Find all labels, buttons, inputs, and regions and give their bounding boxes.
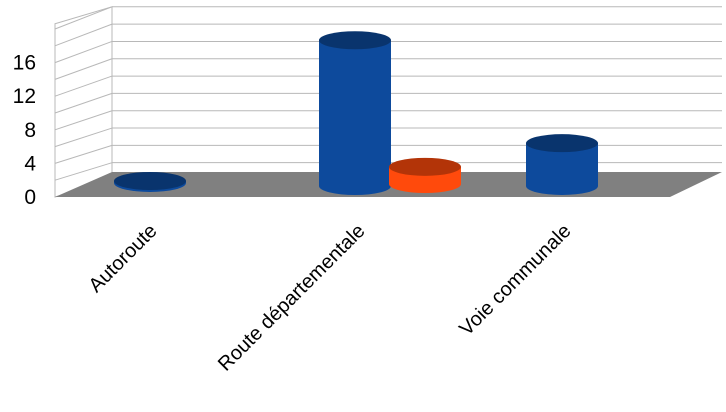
y-tick-label: 4 xyxy=(24,152,36,175)
y-tick-label: 8 xyxy=(24,119,36,142)
x-axis-category-labels: Autoroute Route départementale Voie commun… xyxy=(85,220,576,376)
chart-bars xyxy=(114,31,598,196)
gridline-side xyxy=(54,110,113,131)
x-category-label: Autoroute xyxy=(85,220,162,297)
bar-body xyxy=(319,40,391,196)
x-category-label: Voie communale xyxy=(455,220,575,340)
bar-2-0 xyxy=(526,134,598,195)
y-tick-label: 0 xyxy=(24,186,36,209)
bar-0-0 xyxy=(114,172,186,192)
bar-top xyxy=(319,31,391,50)
gridline-side xyxy=(54,127,113,148)
y-tick-label: 12 xyxy=(13,85,36,108)
gridline-side xyxy=(54,6,113,30)
bar-top xyxy=(114,172,186,190)
y-tick-label: 16 xyxy=(13,52,36,75)
gridline-side xyxy=(54,23,113,47)
bar-body xyxy=(526,143,598,195)
gridline-side xyxy=(54,144,113,164)
bar-top xyxy=(526,134,598,153)
chart-gridlines xyxy=(54,6,722,181)
gridline-side xyxy=(54,92,113,114)
bar-1-0 xyxy=(319,31,391,196)
bar-1-1 xyxy=(389,157,461,193)
gridline-side xyxy=(54,162,113,181)
gridline-side xyxy=(54,75,113,97)
gridline-side xyxy=(54,40,113,64)
x-category-label: Route départementale xyxy=(214,220,370,376)
y-axis-tick-labels: 0 4 8 12 16 xyxy=(13,52,37,209)
bar-top xyxy=(389,157,461,176)
gridline-side xyxy=(54,58,113,80)
